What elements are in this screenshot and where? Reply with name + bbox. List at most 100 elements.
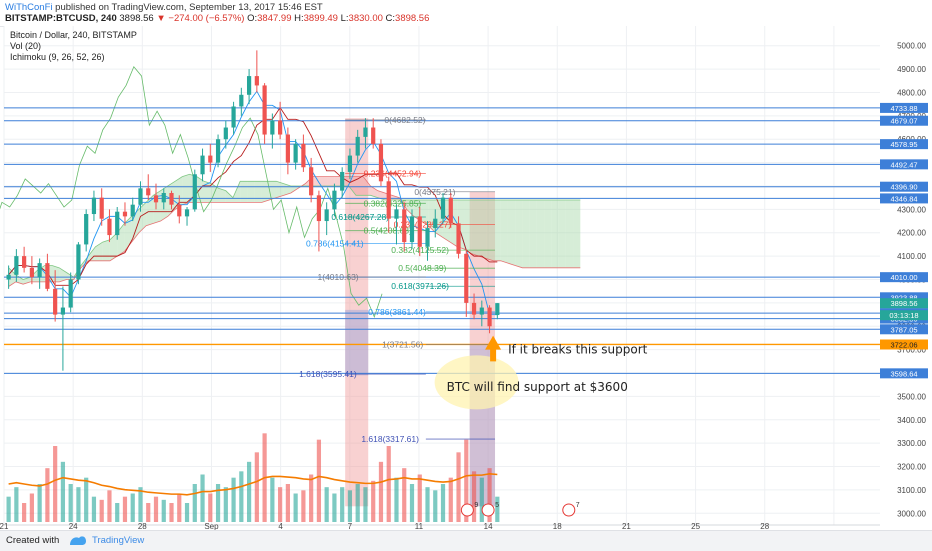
event-marker-count: 5 bbox=[495, 502, 499, 509]
volume-bar bbox=[53, 446, 58, 522]
candle-body bbox=[386, 181, 391, 219]
candle-body bbox=[91, 197, 97, 215]
volume-bar bbox=[138, 487, 143, 522]
level-tag bbox=[880, 292, 928, 303]
candle-body bbox=[130, 204, 135, 217]
cloud-segment-green bbox=[522, 200, 530, 268]
level-tag bbox=[880, 368, 928, 379]
volume-bar bbox=[293, 493, 298, 522]
tradingview-brand-link[interactable]: TradingView bbox=[92, 535, 145, 546]
y-tick-label: 4900.00 bbox=[897, 65, 926, 74]
volume-bar bbox=[371, 480, 376, 522]
y-tick-label: 4100.00 bbox=[897, 252, 926, 261]
volume-bar bbox=[448, 477, 453, 522]
cloud-segment-green bbox=[565, 200, 574, 268]
cloud-segment-green bbox=[102, 239, 110, 261]
candle-body bbox=[115, 211, 120, 236]
chikou-line bbox=[0, 65, 383, 319]
cloud-segment-green bbox=[558, 200, 566, 268]
candle-body bbox=[60, 307, 66, 315]
cloud-segment-red bbox=[312, 176, 320, 186]
candle-body bbox=[6, 274, 11, 280]
candles bbox=[6, 50, 500, 371]
candle-body bbox=[495, 303, 500, 316]
countdown-tag-label: 03:13:18 bbox=[889, 311, 918, 320]
cloud-segment-green bbox=[269, 181, 277, 201]
cloud-segment-green bbox=[290, 185, 299, 193]
candle-body bbox=[347, 155, 353, 172]
level-tag bbox=[880, 324, 928, 335]
volume-bar bbox=[29, 493, 34, 522]
candle-body bbox=[14, 256, 19, 275]
cloud-segment-green bbox=[225, 190, 233, 203]
candle-body bbox=[138, 188, 143, 205]
volume-bar bbox=[464, 439, 469, 522]
candle-body bbox=[37, 263, 42, 278]
volume-bar bbox=[495, 496, 500, 522]
volume-bar bbox=[394, 477, 399, 522]
candle-body bbox=[301, 143, 306, 168]
cloud-segment-green bbox=[479, 200, 487, 259]
volume-bar bbox=[246, 461, 252, 522]
event-marker-count: 7 bbox=[576, 502, 580, 509]
candle-body bbox=[270, 120, 275, 135]
volume-bar bbox=[301, 490, 306, 522]
volume-bar bbox=[254, 452, 259, 522]
level-tag-label: 4733.88 bbox=[890, 104, 917, 113]
price-chart[interactable]: 0(4682.52) 0.236(4452.94) 0.382(4325.85) 0.… bbox=[0, 26, 932, 530]
last-price-tag bbox=[880, 298, 928, 309]
volume-bar bbox=[91, 496, 97, 522]
candle-body bbox=[223, 127, 228, 140]
cloud-segment-green bbox=[175, 176, 183, 210]
y-tick-label: 3100.00 bbox=[897, 486, 926, 495]
candle-body bbox=[29, 267, 34, 278]
tradingview-logo-icon bbox=[70, 536, 86, 545]
author-link[interactable]: WiThConFi bbox=[5, 2, 53, 13]
volume-bar bbox=[409, 484, 415, 522]
candle-body bbox=[246, 76, 252, 95]
volume-bar bbox=[107, 490, 112, 522]
volume-bar bbox=[14, 487, 19, 522]
fib-label-2: 0.5(4048.39) bbox=[398, 263, 446, 273]
volume-bar bbox=[200, 474, 205, 522]
high-label: H: bbox=[294, 13, 304, 24]
cloud-segment-red bbox=[327, 176, 335, 186]
fib-label-2: 1(3721.56) bbox=[382, 340, 423, 350]
tenkan-line bbox=[8, 90, 498, 316]
y-tick-label: 3000.00 bbox=[897, 509, 926, 518]
fib-label-2: 0.618(3971.26) bbox=[391, 281, 449, 291]
candle-body bbox=[464, 253, 469, 303]
volume-bar bbox=[22, 503, 27, 522]
candle-body bbox=[479, 307, 484, 315]
candle-body bbox=[293, 143, 298, 163]
candle-body bbox=[200, 155, 205, 175]
volume-bar bbox=[99, 499, 104, 522]
high-value: 3899.49 bbox=[303, 13, 338, 24]
candle-body bbox=[45, 263, 50, 289]
y-tick-label: 4300.00 bbox=[897, 205, 926, 214]
candle-body bbox=[239, 94, 244, 107]
event-marker-icon bbox=[481, 503, 495, 517]
cloud-segment-green bbox=[109, 232, 118, 261]
cloud-segment-green bbox=[66, 272, 74, 280]
fib-label-1: 0.786(4154.41) bbox=[306, 238, 364, 248]
volume-bar bbox=[45, 468, 50, 522]
level-tag bbox=[880, 102, 928, 113]
published-text: published on TradingView.com, September … bbox=[55, 2, 323, 13]
candle-body bbox=[153, 195, 159, 203]
cloud-segment-green bbox=[240, 181, 248, 203]
level-tag bbox=[880, 272, 928, 283]
volume-bar bbox=[122, 496, 128, 522]
fib-label-2: 0(4375.21) bbox=[414, 187, 455, 197]
x-tick-label: 4 bbox=[278, 522, 283, 530]
candle-body bbox=[355, 136, 360, 156]
x-tick-label: 21 bbox=[622, 522, 631, 530]
candle-body bbox=[316, 195, 322, 222]
volume-bar bbox=[425, 487, 430, 522]
level-tag-label: 4679.07 bbox=[890, 117, 917, 126]
level-tag bbox=[880, 115, 928, 126]
annotation-support-break: If it breaks this support bbox=[508, 343, 648, 357]
low-label: L: bbox=[340, 13, 349, 24]
open-value: 3847.99 bbox=[257, 13, 292, 24]
arrow-up-icon bbox=[485, 335, 502, 362]
